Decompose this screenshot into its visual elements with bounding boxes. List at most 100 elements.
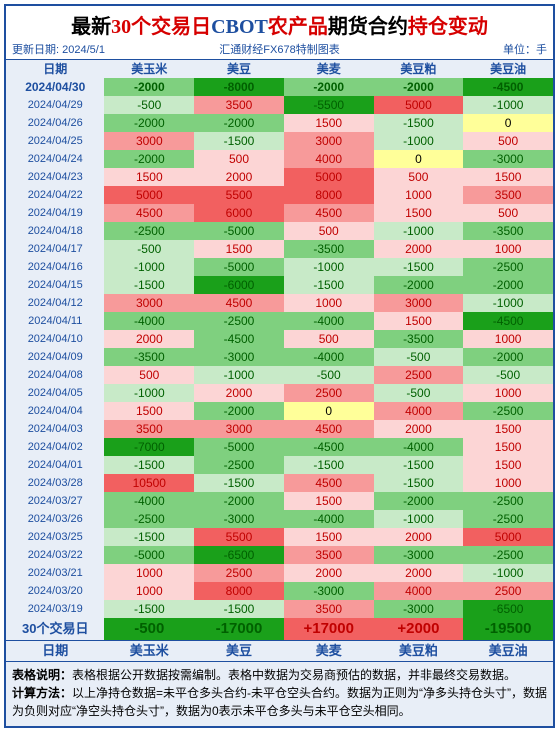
- table-container: 最新30个交易日CBOT农产品期货合约持仓变动 更新日期: 2024/5/1 汇…: [4, 4, 555, 728]
- date-cell: 2024/04/16: [6, 258, 104, 276]
- date-cell: 2024/04/11: [6, 312, 104, 330]
- value-cell: 1500: [374, 204, 464, 222]
- table-row: 2024/03/22-5000-65003500-3000-2500: [6, 546, 553, 564]
- table-row: 2024/03/27-4000-20001500-2000-2500: [6, 492, 553, 510]
- summary-value: +17000: [284, 618, 374, 641]
- table-row: 2024/04/29-5003500-55005000-1000: [6, 96, 553, 114]
- table-row: 2024/04/194500600045001500500: [6, 204, 553, 222]
- value-cell: 500: [284, 222, 374, 240]
- table-row: 2024/03/25-15005500150020005000: [6, 528, 553, 546]
- value-cell: -3500: [374, 330, 464, 348]
- value-cell: 3500: [463, 186, 553, 204]
- value-cell: -1500: [374, 114, 464, 132]
- value-cell: -5000: [194, 222, 284, 240]
- value-cell: -1500: [374, 456, 464, 474]
- footer-header-cell: 日期: [6, 641, 104, 662]
- date-cell: 2024/04/19: [6, 204, 104, 222]
- value-cell: 2000: [374, 528, 464, 546]
- value-cell: -1500: [104, 276, 194, 294]
- value-cell: -3000: [194, 348, 284, 366]
- value-cell: 1000: [463, 330, 553, 348]
- footer-header-cell: 美豆油: [463, 641, 553, 662]
- chart-title: 最新30个交易日CBOT农产品期货合约持仓变动: [6, 6, 553, 41]
- value-cell: -4500: [194, 330, 284, 348]
- value-cell: -500: [104, 96, 194, 114]
- value-cell: 5500: [194, 186, 284, 204]
- value-cell: -500: [374, 384, 464, 402]
- table-row: 2024/04/041500-200004000-2500: [6, 402, 553, 420]
- value-cell: -1500: [104, 600, 194, 618]
- date-cell: 2024/04/05: [6, 384, 104, 402]
- value-cell: -2500: [463, 546, 553, 564]
- value-cell: -3000: [284, 582, 374, 600]
- date-cell: 2024/04/04: [6, 402, 104, 420]
- header-col: 美豆油: [463, 60, 553, 79]
- footer-header-cell: 美豆: [194, 641, 284, 662]
- value-cell: -1500: [194, 132, 284, 150]
- update-date: 更新日期: 2024/5/1: [12, 41, 190, 57]
- date-cell: 2024/04/24: [6, 150, 104, 168]
- value-cell: -2000: [284, 78, 374, 96]
- table-row: 2024/04/15-1500-6000-1500-2000-2000: [6, 276, 553, 294]
- value-cell: -1500: [194, 600, 284, 618]
- value-cell: -1500: [374, 474, 464, 492]
- header-date: 日期: [6, 60, 104, 79]
- value-cell: -4500: [284, 438, 374, 456]
- value-cell: 1000: [104, 564, 194, 582]
- value-cell: 6000: [194, 204, 284, 222]
- date-cell: 2024/04/22: [6, 186, 104, 204]
- value-cell: 1500: [104, 168, 194, 186]
- value-cell: -500: [104, 240, 194, 258]
- value-cell: -1000: [463, 294, 553, 312]
- value-cell: 0: [374, 150, 464, 168]
- value-cell: -5000: [194, 258, 284, 276]
- table-row: 2024/04/102000-4500500-35001000: [6, 330, 553, 348]
- table-row: 2024/04/0335003000450020001500: [6, 420, 553, 438]
- footer-header-cell: 美豆粕: [374, 641, 464, 662]
- value-cell: -4500: [463, 312, 553, 330]
- value-cell: 2500: [463, 582, 553, 600]
- value-cell: -3000: [463, 150, 553, 168]
- value-cell: 1500: [463, 456, 553, 474]
- value-cell: -2000: [374, 78, 464, 96]
- value-cell: -2000: [374, 276, 464, 294]
- value-cell: -2000: [194, 402, 284, 420]
- value-cell: -2500: [463, 492, 553, 510]
- value-cell: 4500: [104, 204, 194, 222]
- value-cell: 1500: [463, 438, 553, 456]
- value-cell: -4000: [284, 510, 374, 528]
- value-cell: 1500: [194, 240, 284, 258]
- table-row: 2024/04/123000450010003000-1000: [6, 294, 553, 312]
- value-cell: 1000: [374, 186, 464, 204]
- value-cell: -2500: [104, 222, 194, 240]
- value-cell: -500: [463, 366, 553, 384]
- summary-label: 30个交易日: [6, 618, 104, 641]
- value-cell: 3000: [104, 294, 194, 312]
- value-cell: -3000: [374, 546, 464, 564]
- header-row: 日期美玉米美豆美麦美豆粕美豆油: [6, 60, 553, 79]
- value-cell: -1000: [104, 384, 194, 402]
- value-cell: -2000: [104, 150, 194, 168]
- value-cell: 3500: [194, 96, 284, 114]
- value-cell: -5500: [284, 96, 374, 114]
- table-row: 2024/04/01-1500-2500-1500-15001500: [6, 456, 553, 474]
- value-cell: 1500: [463, 168, 553, 186]
- value-cell: 1000: [104, 582, 194, 600]
- value-cell: 2000: [194, 384, 284, 402]
- date-cell: 2024/03/20: [6, 582, 104, 600]
- value-cell: 2000: [374, 240, 464, 258]
- table-row: 2024/04/253000-15003000-1000500: [6, 132, 553, 150]
- value-cell: 2000: [284, 564, 374, 582]
- value-cell: 1500: [284, 492, 374, 510]
- value-cell: -1000: [374, 222, 464, 240]
- notes-label-1: 表格说明：: [12, 668, 72, 682]
- value-cell: 3000: [194, 420, 284, 438]
- value-cell: 3000: [284, 132, 374, 150]
- date-cell: 2024/03/26: [6, 510, 104, 528]
- value-cell: 8000: [284, 186, 374, 204]
- value-cell: -2500: [194, 456, 284, 474]
- update-date-label: 更新日期:: [12, 44, 62, 56]
- value-cell: 0: [463, 114, 553, 132]
- value-cell: -4000: [284, 348, 374, 366]
- notes-text-1: 表格根据公开数据按需编制。表格中数据为交易商预估的数据，并非最终交易数据。: [72, 668, 516, 682]
